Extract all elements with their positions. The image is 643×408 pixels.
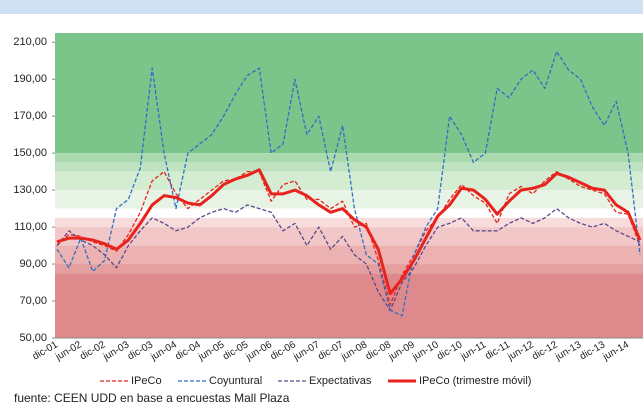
x-tick-label: jun-05 — [196, 339, 227, 363]
x-tick-label: jun-06 — [244, 339, 275, 363]
plot-area — [55, 33, 643, 338]
x-tick-label: dic-12 — [530, 339, 559, 362]
x-tick-label: dic-07 — [316, 339, 345, 362]
x-tick-label: jun-14 — [600, 339, 631, 363]
value-band — [55, 162, 643, 172]
source-note: fuente: CEEN UDD en base a encuestas Mal… — [14, 391, 290, 405]
y-tick-label: 130,00 — [13, 184, 47, 196]
x-tick-label: jun-12 — [505, 339, 536, 363]
y-tick-label: 190,00 — [13, 73, 47, 85]
x-tick-label: dic-04 — [173, 339, 202, 362]
value-band — [55, 190, 643, 209]
y-tick-label: 70,00 — [19, 295, 47, 307]
x-tick-label: jun-03 — [101, 339, 132, 363]
x-tick-label: jun-08 — [339, 339, 370, 363]
legend-label: IPeCo — [131, 375, 162, 387]
x-tick-label: dic-10 — [435, 339, 464, 362]
value-band — [55, 171, 643, 191]
x-tick-label: jun-11 — [458, 339, 488, 363]
x-tick-label: jun-02 — [53, 339, 84, 363]
x-tick-label: dic-08 — [364, 339, 393, 362]
y-tick-label: 50,00 — [19, 332, 47, 344]
x-tick-label: jun-04 — [148, 339, 179, 363]
x-tick-label: jun-07 — [291, 339, 322, 363]
x-tick-label: jun-10 — [410, 339, 441, 363]
value-band — [55, 227, 643, 246]
legend-label: Coyuntural — [209, 375, 262, 387]
y-tick-label: 210,00 — [13, 36, 47, 48]
x-tick-label: jun-13 — [553, 339, 584, 363]
y-tick-label: 170,00 — [13, 110, 47, 122]
value-band — [55, 264, 643, 274]
legend-label: Expectativas — [309, 375, 372, 387]
title-strip — [0, 0, 643, 14]
value-band — [55, 217, 643, 228]
value-band — [55, 33, 643, 154]
series-line — [56, 170, 641, 306]
x-tick-label: dic-02 — [78, 339, 107, 362]
value-band — [55, 273, 643, 338]
y-tick-label: 150,00 — [13, 147, 47, 159]
series-line — [56, 168, 642, 296]
value-band — [55, 245, 643, 265]
x-tick-label: dic-05 — [221, 339, 250, 362]
x-tick-label: jun-09 — [386, 339, 417, 363]
y-tick-label: 90,00 — [19, 258, 47, 270]
x-tick-label: dic-13 — [578, 339, 607, 362]
x-tick-label: dic-03 — [126, 339, 155, 362]
legend-label: IPeCo (trimestre móvil) — [419, 375, 531, 387]
x-tick-label: dic-11 — [483, 339, 512, 362]
y-tick-label: 110,00 — [14, 221, 47, 233]
series-line — [56, 204, 641, 311]
value-band — [55, 153, 643, 163]
x-tick-label: dic-06 — [269, 339, 298, 362]
